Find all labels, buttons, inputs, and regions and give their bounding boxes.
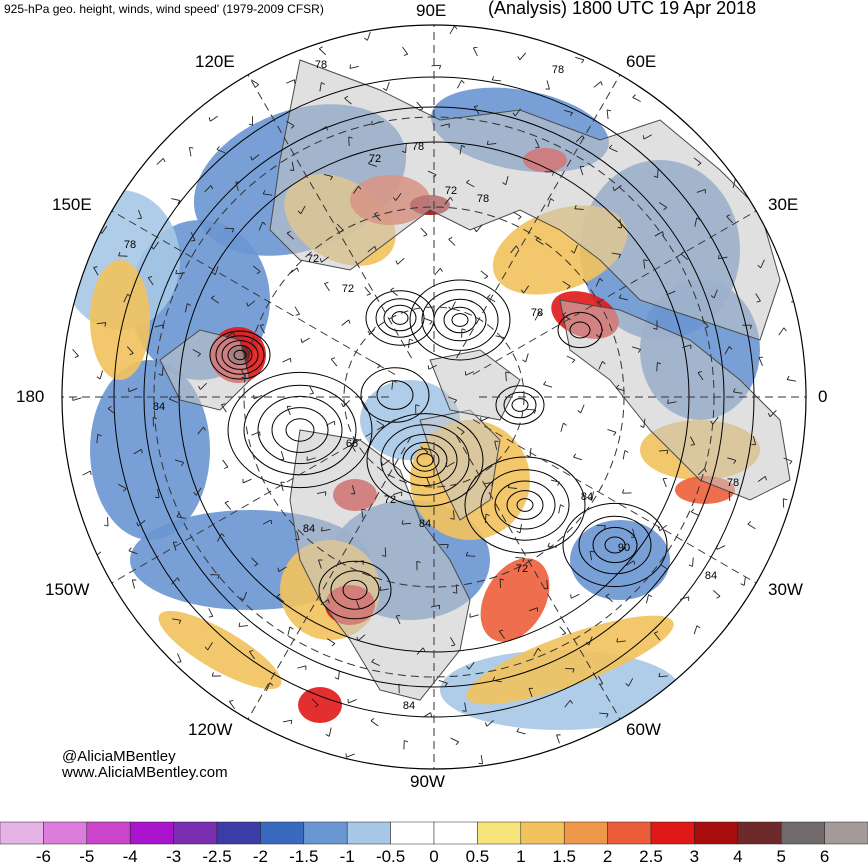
contour-label: 84 [419,518,431,530]
lon-label-30e: 30E [768,195,798,215]
credit-handle: @AliciaMBentley [62,748,176,765]
lon-label-120e: 120E [195,52,235,72]
colorbar-swatch [391,822,434,844]
colorbar-swatch [304,822,347,844]
anomaly-patch [298,687,342,723]
lon-label-150w: 150W [45,580,89,600]
colorbar [0,820,868,846]
contour-label: 78 [412,141,424,153]
lon-label-90e: 90E [416,1,446,21]
colorbar-swatch [347,822,390,844]
contour-label: 72 [307,253,319,265]
colorbar-swatch [434,822,477,844]
colorbar-swatch [217,822,260,844]
colorbar-tick-label: -1.5 [289,847,318,867]
credit-website: www.AliciaMBentley.com [62,764,228,781]
valid-time-title: (Analysis) 1800 UTC 19 Apr 2018 [488,0,756,19]
colorbar-swatch [174,822,217,844]
colorbar-swatch [260,822,303,844]
colorbar-swatch [694,822,737,844]
colorbar-tick-label: 0 [429,847,438,867]
colorbar-tick-label: 2 [603,847,612,867]
lon-label-60e: 60E [626,52,656,72]
colorbar-tick-label: 4 [733,847,742,867]
lon-label-180: 180 [16,387,44,407]
colorbar-tick-label: -2.5 [202,847,231,867]
colorbar-swatch [608,822,651,844]
colorbar-swatch [87,822,130,844]
colorbar-tick-label: 0.5 [466,847,490,867]
colorbar-tick-label: -4 [123,847,138,867]
colorbar-swatch [43,822,86,844]
contour-label: 72 [384,494,396,506]
contour-label: 78 [531,307,543,319]
lon-label-0: 0 [818,387,827,407]
contour-label: 84 [581,491,593,503]
lon-label-30w: 30W [768,580,803,600]
anomaly-patch [570,520,670,600]
colorbar-tick-label: 3 [690,847,699,867]
map-title: 925-hPa geo. height, winds, wind speed' … [4,2,324,16]
colorbar-swatch [477,822,520,844]
contour-label: 84 [303,523,315,535]
contour-label: 78 [477,193,489,205]
colorbar-tick-label: 1 [516,847,525,867]
contour-label: 78 [552,64,564,76]
colorbar-tick-label: 1.5 [552,847,576,867]
contour-label: 72 [445,185,457,197]
lon-label-150e: 150E [52,195,92,215]
colorbar-swatch [825,822,868,844]
colorbar-swatch [521,822,564,844]
contour-label: 84 [153,401,165,413]
polar-stereographic-map: 78 78 72 78 72 78 78 72 72 78 84 66 72 84 84 84 90 84 72 84… [0,0,868,820]
colorbar-swatch [738,822,781,844]
colorbar-tick-label: -5 [79,847,94,867]
contour-label: 72 [516,563,528,575]
colorbar-tick-label: -0.5 [376,847,405,867]
anomaly-patch [90,260,150,380]
colorbar-tick-label: 2.5 [639,847,663,867]
contour-label: 72 [369,153,381,165]
contour-label: 78 [727,477,739,489]
colorbar-swatch [781,822,824,844]
lon-label-120w: 120W [188,720,232,740]
contour-label: 78 [124,239,136,251]
lon-label-60w: 60W [626,720,661,740]
colorbar-tick-label: -3 [166,847,181,867]
colorbar-swatch [651,822,694,844]
contour-label: 72 [342,283,354,295]
contour-label: 78 [315,59,327,71]
colorbar-swatch [130,822,173,844]
colorbar-tick-label: -2 [253,847,268,867]
contour-label: 66 [346,438,358,450]
colorbar-swatch [564,822,607,844]
colorbar-tick-label: -6 [36,847,51,867]
lon-label-90w: 90W [410,772,445,792]
colorbar-tick-label: 5 [776,847,785,867]
contour-label: 84 [705,570,717,582]
contour-label: 90 [618,542,630,554]
colorbar-swatch [0,822,43,844]
contour-label: 84 [403,700,415,712]
colorbar-tick-label: -1 [340,847,355,867]
colorbar-tick-label: 6 [820,847,829,867]
